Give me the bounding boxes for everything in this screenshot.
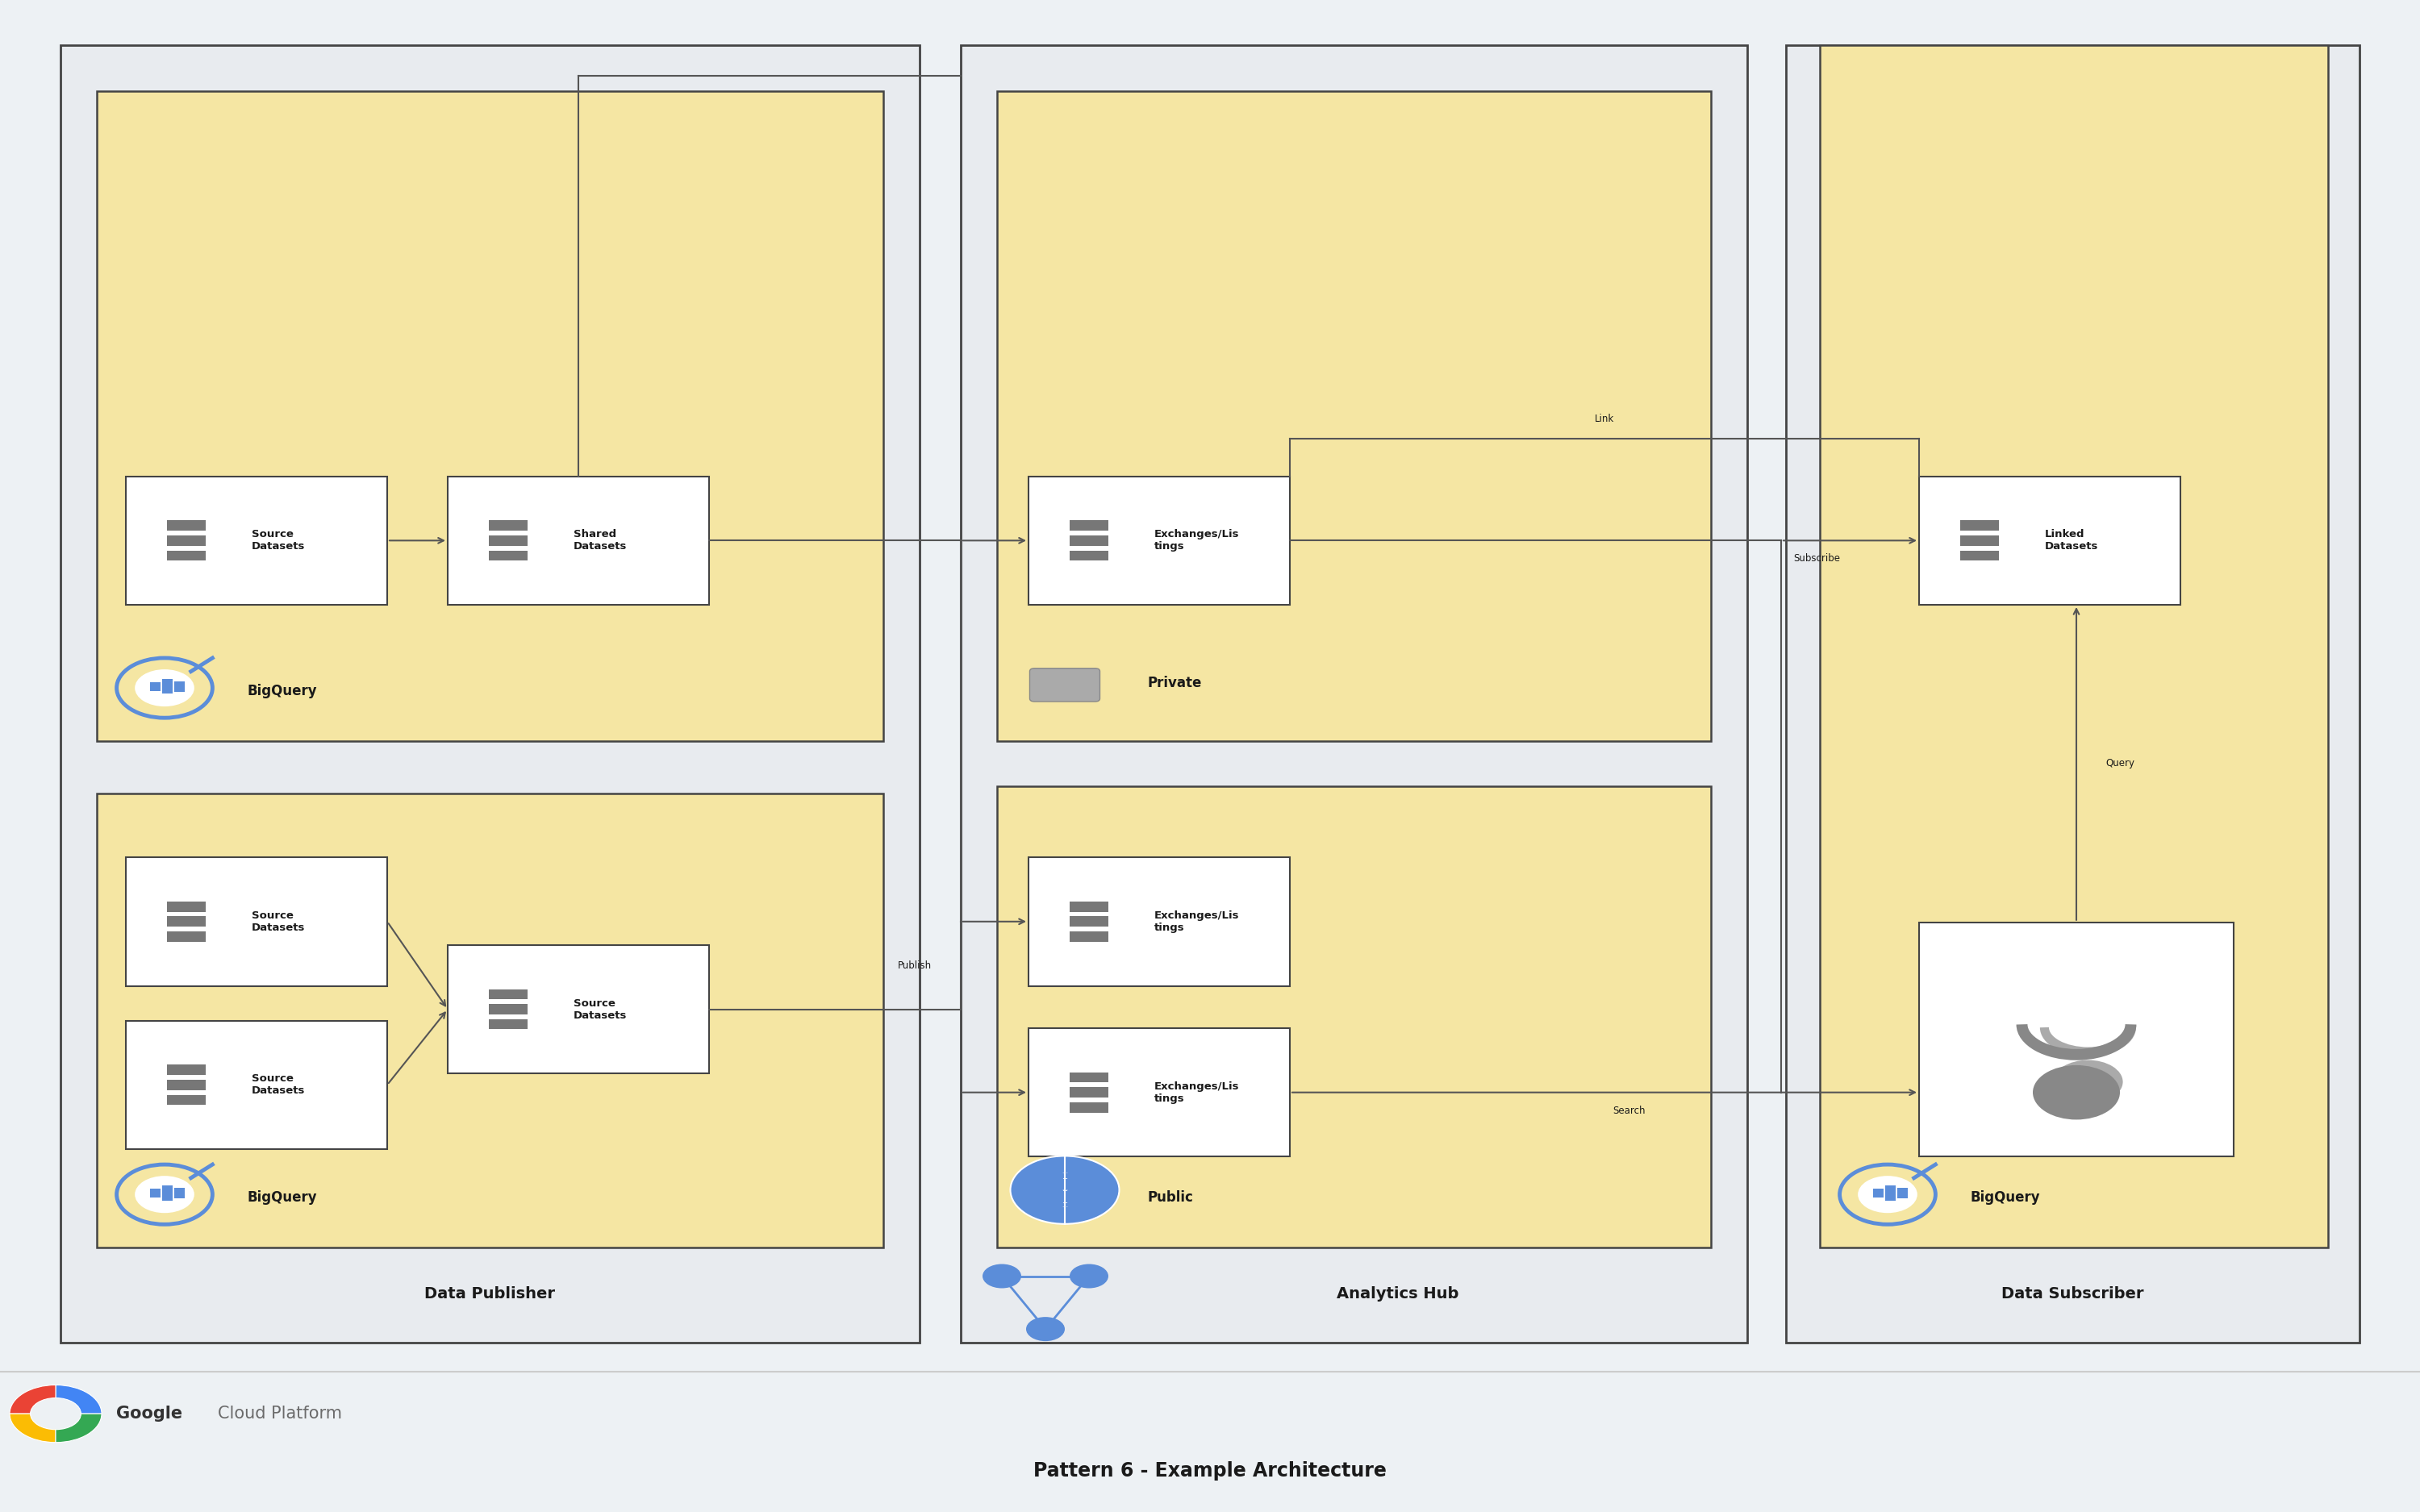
Text: Exchanges/Lis
tings: Exchanges/Lis tings [1154,529,1239,552]
Bar [961,45,1747,1343]
Bar [167,1080,206,1090]
Bar [448,945,709,1074]
Text: Source
Datasets: Source Datasets [252,1074,305,1096]
Circle shape [136,1176,194,1213]
Bar [1919,476,2180,605]
Text: BigQuery: BigQuery [247,1190,317,1205]
Circle shape [2052,1060,2122,1104]
Bar [167,550,206,561]
Bar [167,535,206,546]
Wedge shape [56,1385,102,1414]
Bar [167,931,206,942]
Text: Link: Link [1595,414,1614,423]
Bar [97,794,883,1247]
Bar [1070,550,1108,561]
Circle shape [136,670,194,706]
Bar [126,1021,387,1149]
Bar [1885,1185,1895,1201]
Bar [167,901,206,912]
Text: ─: ─ [1062,1187,1067,1193]
Bar [1028,1028,1290,1157]
Text: ─: ─ [1062,1198,1067,1205]
Bar [1820,45,2328,1247]
Bar [1070,916,1108,927]
Bar [97,91,883,741]
Text: ⋯: ⋯ [1062,1170,1067,1175]
Bar [150,1188,160,1198]
Text: BigQuery: BigQuery [247,683,317,699]
Wedge shape [10,1385,56,1414]
Text: ⋯: ⋯ [1062,1187,1067,1193]
FancyBboxPatch shape [1031,668,1099,702]
Bar [1960,535,1999,546]
Bar [489,1004,528,1015]
Circle shape [1012,1155,1118,1225]
Text: Public: Public [1147,1190,1193,1205]
Text: Cloud Platform: Cloud Platform [218,1406,341,1421]
Text: Source
Datasets: Source Datasets [574,998,627,1021]
Text: BigQuery: BigQuery [1970,1190,2040,1205]
Bar [162,1185,172,1201]
Bar [1960,550,1999,561]
Bar [489,535,528,546]
Circle shape [983,1264,1021,1288]
Bar [1070,1072,1108,1083]
Bar [1919,922,2234,1157]
Bar [489,550,528,561]
Text: Shared
Datasets: Shared Datasets [574,529,627,552]
Text: ─: ─ [1062,1175,1067,1182]
Circle shape [1026,1317,1065,1341]
Bar [150,682,160,691]
Bar [1960,520,1999,531]
Text: Exchanges/Lis
tings: Exchanges/Lis tings [1154,1081,1239,1104]
Bar [167,1064,206,1075]
Text: Source
Datasets: Source Datasets [252,529,305,552]
Text: Exchanges/Lis
tings: Exchanges/Lis tings [1154,910,1239,933]
Wedge shape [10,1414,56,1442]
Text: Source
Datasets: Source Datasets [252,910,305,933]
Circle shape [1070,1264,1108,1288]
Bar [1028,476,1290,605]
Bar [1873,1188,1883,1198]
Text: Linked
Datasets: Linked Datasets [2045,529,2098,552]
Bar [489,520,528,531]
Bar [1070,1087,1108,1098]
Bar [167,916,206,927]
Bar [174,682,184,691]
Bar [1028,857,1290,986]
Bar [60,45,920,1343]
Text: Data Publisher: Data Publisher [426,1287,554,1302]
Bar [167,520,206,531]
Bar [126,476,387,605]
Bar [1070,1102,1108,1113]
Bar [1070,520,1108,531]
Text: Publish: Publish [898,960,932,971]
Text: Pattern 6 - Example Architecture: Pattern 6 - Example Architecture [1033,1462,1387,1480]
Bar [1070,931,1108,942]
Bar [489,1019,528,1030]
Bar [167,1095,206,1105]
Bar [997,786,1711,1247]
Text: Private: Private [1147,676,1200,691]
Wedge shape [56,1414,102,1442]
Text: Query: Query [2105,759,2134,768]
Circle shape [2033,1066,2120,1119]
Bar [448,476,709,605]
Bar [997,91,1711,741]
Bar [1786,45,2360,1343]
Text: Search: Search [1612,1105,1646,1116]
Text: Analytics Hub: Analytics Hub [1336,1287,1459,1302]
Bar [489,989,528,999]
Bar [174,1188,184,1198]
Bar [1897,1188,1907,1198]
Circle shape [1859,1176,1917,1213]
Text: ⋯: ⋯ [1062,1205,1067,1210]
Bar [1070,535,1108,546]
Bar [162,679,172,694]
Bar [126,857,387,986]
Text: Google: Google [116,1406,182,1421]
Text: Subscribe: Subscribe [1793,553,1839,564]
Text: Data Subscriber: Data Subscriber [2001,1287,2144,1302]
Bar [1070,901,1108,912]
